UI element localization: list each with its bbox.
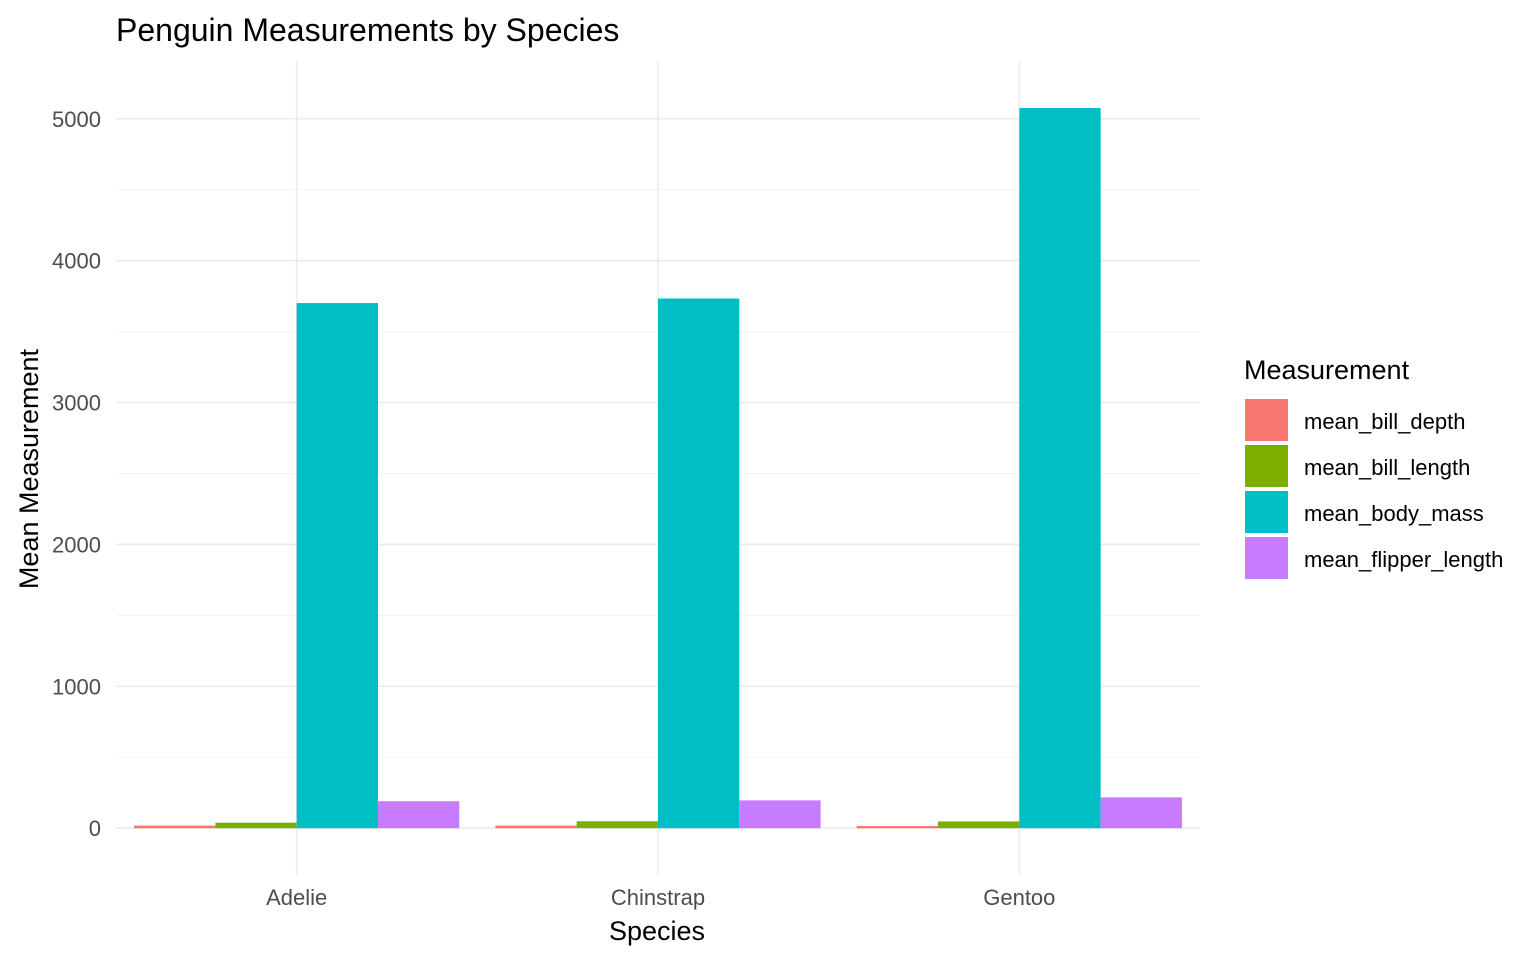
legend-swatch xyxy=(1245,491,1288,533)
chart-title: Penguin Measurements by Species xyxy=(116,12,619,48)
bar-mean_flipper_length-Adelie xyxy=(377,801,460,829)
legend-label: mean_flipper_length xyxy=(1304,547,1503,572)
y-tick-label: 0 xyxy=(89,816,101,841)
bar-mean_bill_depth-Adelie xyxy=(134,825,216,829)
legend-label: mean_body_mass xyxy=(1304,501,1484,526)
y-axis-ticks: 0 1000 2000 3000 4000 5000 xyxy=(52,107,101,841)
y-tick-label: 1000 xyxy=(52,674,101,699)
x-tick-label: Adelie xyxy=(266,885,327,910)
bar-mean_body_mass-Gentoo xyxy=(1019,107,1101,829)
y-tick-label: 5000 xyxy=(52,107,101,132)
legend-swatch xyxy=(1245,445,1288,487)
legend-title: Measurement xyxy=(1244,355,1410,385)
bars-layer xyxy=(134,107,1182,829)
legend-label: mean_bill_length xyxy=(1304,455,1470,480)
bar-mean_body_mass-Chinstrap xyxy=(658,298,740,829)
bar-mean_flipper_length-Chinstrap xyxy=(739,800,821,829)
bar-mean_bill_length-Gentoo xyxy=(938,821,1020,829)
x-tick-label: Gentoo xyxy=(983,885,1055,910)
legend-swatch xyxy=(1245,537,1288,579)
x-tick-label: Chinstrap xyxy=(611,885,705,910)
legend-label: mean_bill_depth xyxy=(1304,409,1465,434)
bar-mean_bill_depth-Gentoo xyxy=(856,826,939,829)
y-tick-label: 3000 xyxy=(52,391,101,416)
bar-mean_bill_depth-Chinstrap xyxy=(495,825,577,829)
y-tick-label: 4000 xyxy=(52,249,101,274)
legend: Measurement mean_bill_depth mean_bill_len… xyxy=(1244,355,1503,579)
x-axis-ticks: Adelie Chinstrap Gentoo xyxy=(266,885,1055,910)
y-tick-label: 2000 xyxy=(52,532,101,557)
bar-mean_bill_length-Adelie xyxy=(215,822,297,829)
legend-swatch xyxy=(1245,399,1288,441)
bar-mean_flipper_length-Gentoo xyxy=(1100,797,1182,829)
x-axis-title: Species xyxy=(609,916,705,946)
y-axis-title: Mean Measurement xyxy=(14,348,44,589)
bar-mean_bill_length-Chinstrap xyxy=(576,821,658,829)
bar-mean_body_mass-Adelie xyxy=(296,303,378,829)
legend-items: mean_bill_depth mean_bill_length mean_body… xyxy=(1245,399,1503,579)
